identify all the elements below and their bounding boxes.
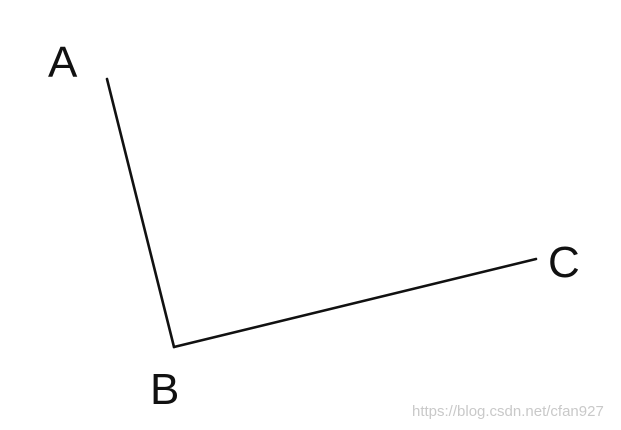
point-label-c: C	[548, 238, 580, 287]
watermark-text: https://blog.csdn.net/cfan927	[412, 403, 604, 420]
segment-a-b	[105, 77, 176, 349]
point-label-b: B	[150, 365, 179, 414]
segment-b-c	[172, 257, 538, 349]
point-label-a: A	[48, 38, 78, 87]
